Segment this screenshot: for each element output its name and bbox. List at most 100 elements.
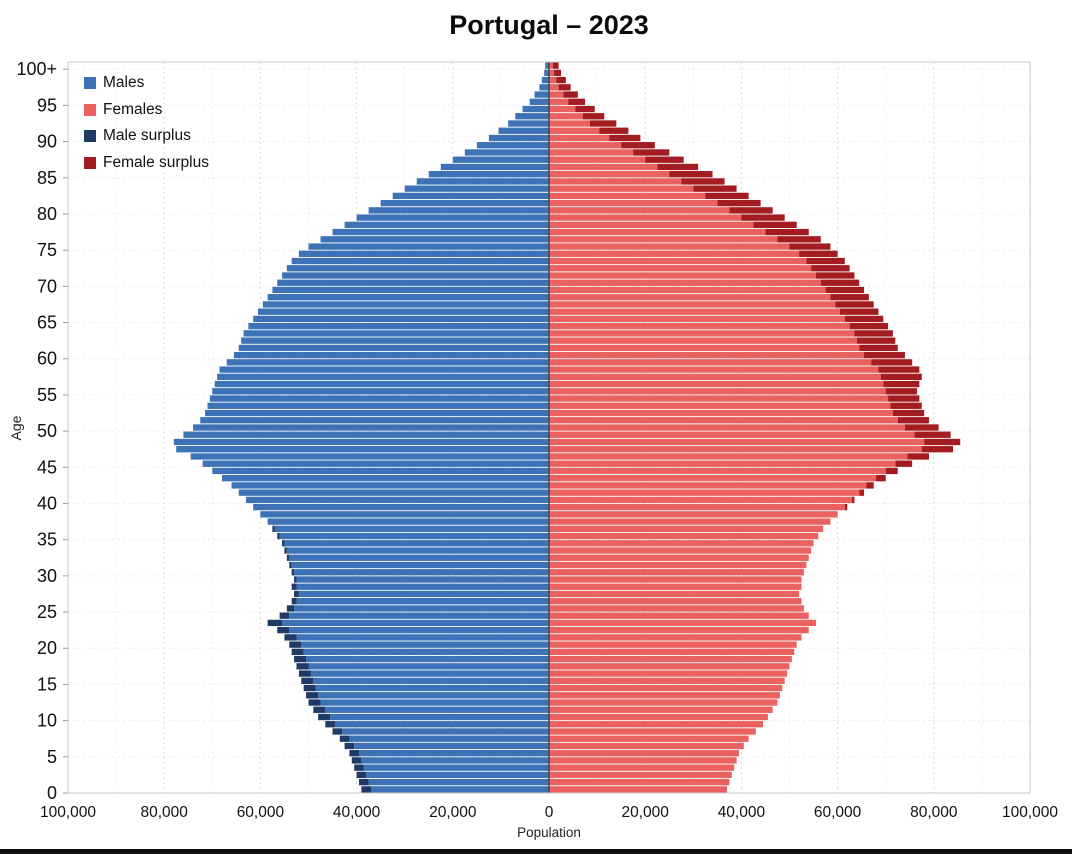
x-tick-label: 20,000 bbox=[621, 804, 669, 821]
male-bar bbox=[545, 62, 549, 69]
male-surplus-bar bbox=[291, 648, 304, 656]
male-bar bbox=[241, 337, 549, 344]
female-bar bbox=[549, 728, 756, 735]
male-bar bbox=[380, 199, 549, 207]
male-surplus-bar bbox=[284, 634, 297, 641]
male-surplus-bar bbox=[289, 641, 302, 648]
male-bar bbox=[173, 438, 549, 446]
male-bar bbox=[262, 301, 549, 308]
y-tick-label: 90 bbox=[37, 132, 57, 152]
female-surplus-bar bbox=[582, 113, 605, 120]
y-tick-label: 50 bbox=[37, 421, 57, 441]
female-bar bbox=[549, 84, 559, 91]
female-surplus-bar bbox=[815, 272, 855, 279]
male-bar bbox=[248, 323, 549, 330]
female-surplus-bar bbox=[914, 431, 951, 438]
male-bar bbox=[272, 286, 549, 294]
male-bar bbox=[200, 417, 549, 424]
male-bar bbox=[298, 590, 549, 598]
female-surplus-bar bbox=[799, 250, 838, 257]
female-bar bbox=[549, 677, 785, 684]
x-tick-label: 40,000 bbox=[718, 804, 766, 821]
female-bar bbox=[549, 655, 792, 663]
female-bar bbox=[549, 279, 821, 286]
male-bar bbox=[243, 330, 549, 337]
male-surplus-bar bbox=[332, 728, 343, 735]
female-bar bbox=[549, 692, 780, 699]
male-bar bbox=[294, 605, 549, 612]
male-bar bbox=[282, 619, 549, 627]
female-bar bbox=[549, 424, 905, 431]
female-bar bbox=[549, 388, 886, 395]
x-tick-label: 80,000 bbox=[910, 804, 958, 821]
female-bar bbox=[549, 76, 557, 84]
female-bar bbox=[549, 257, 807, 265]
male-surplus-bar bbox=[356, 771, 367, 779]
legend-swatch-females bbox=[84, 103, 96, 116]
female-surplus-bar bbox=[705, 192, 749, 200]
male-surplus-bar bbox=[294, 590, 299, 598]
male-bar bbox=[539, 84, 549, 91]
female-bar bbox=[549, 149, 634, 156]
male-bar bbox=[488, 134, 549, 142]
female-bar bbox=[549, 569, 804, 576]
female-surplus-bar bbox=[840, 308, 879, 315]
female-bar bbox=[549, 373, 881, 381]
female-surplus-bar bbox=[844, 315, 884, 323]
male-surplus-bar bbox=[308, 699, 321, 706]
male-bar bbox=[253, 315, 549, 323]
male-bar bbox=[452, 156, 549, 163]
y-tick-label: 15 bbox=[37, 674, 57, 694]
male-bar bbox=[291, 257, 549, 265]
y-tick-label: 35 bbox=[37, 530, 57, 550]
male-bar bbox=[193, 424, 549, 431]
male-bar bbox=[318, 692, 549, 699]
male-surplus-bar bbox=[284, 547, 287, 554]
male-bar bbox=[286, 547, 549, 554]
male-bar bbox=[217, 373, 550, 381]
x-tick-label: 0 bbox=[545, 804, 554, 821]
female-bar bbox=[549, 598, 802, 605]
female-bar bbox=[549, 236, 778, 243]
female-bar bbox=[549, 554, 809, 561]
male-bar bbox=[238, 344, 549, 352]
y-tick-label: 45 bbox=[37, 457, 57, 477]
female-surplus-bar bbox=[830, 294, 869, 301]
female-bar bbox=[549, 511, 838, 518]
male-bar bbox=[226, 359, 550, 366]
female-bar bbox=[549, 446, 922, 453]
male-bar bbox=[361, 757, 549, 764]
female-surplus-bar bbox=[924, 438, 961, 446]
female-bar bbox=[549, 250, 800, 257]
female-surplus-bar bbox=[825, 286, 865, 294]
y-tick-label: 30 bbox=[37, 566, 57, 586]
male-bar bbox=[416, 178, 549, 185]
male-bar bbox=[298, 250, 549, 257]
male-surplus-bar bbox=[318, 713, 331, 721]
female-bar bbox=[549, 134, 610, 142]
female-surplus-bar bbox=[753, 221, 797, 229]
female-bar bbox=[549, 409, 893, 417]
y-tick-label: 20 bbox=[37, 638, 57, 658]
male-bar bbox=[296, 598, 549, 605]
female-bar bbox=[549, 294, 831, 301]
male-surplus-bar bbox=[282, 540, 285, 547]
y-tick-label: 100+ bbox=[16, 59, 57, 79]
male-bar bbox=[534, 91, 549, 98]
legend-label-males: Males bbox=[103, 74, 145, 92]
female-bar bbox=[549, 402, 891, 409]
legend-item-male-surplus: Male surplus bbox=[84, 123, 209, 150]
male-bar bbox=[212, 467, 550, 475]
female-surplus-bar bbox=[589, 120, 617, 127]
female-bar bbox=[549, 265, 812, 272]
male-bar bbox=[205, 409, 549, 417]
male-surplus-bar bbox=[298, 670, 311, 677]
female-bar bbox=[549, 438, 925, 446]
y-tick-label: 10 bbox=[37, 711, 57, 731]
male-bar bbox=[544, 69, 549, 77]
male-bar bbox=[296, 634, 549, 641]
legend-label-female-surplus: Female surplus bbox=[103, 153, 209, 171]
male-surplus-bar bbox=[291, 583, 297, 590]
male-bar bbox=[363, 764, 549, 771]
male-bar bbox=[294, 569, 549, 576]
